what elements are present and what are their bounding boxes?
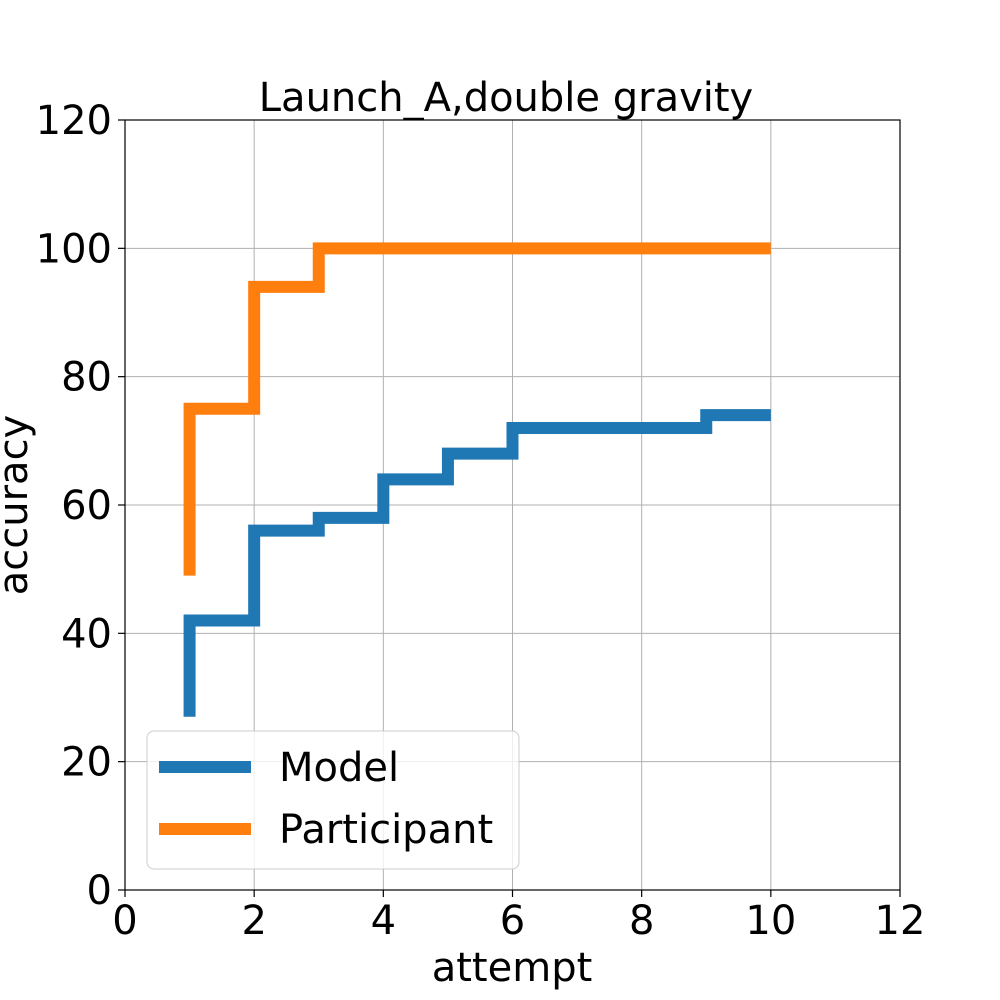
y-tick-label: 120: [36, 98, 112, 144]
x-tick-label: 4: [371, 898, 396, 944]
y-tick-label: 60: [61, 483, 112, 529]
y-tick-label: 80: [61, 355, 112, 401]
series-line-participant: [183, 242, 771, 576]
series-layer: [183, 242, 771, 717]
series-line-model: [183, 409, 771, 717]
x-tick-label: 12: [875, 898, 926, 944]
x-tick-label: 2: [241, 898, 266, 944]
chart-title: Launch_A,double gravity: [259, 75, 753, 121]
y-axis-label: accuracy: [0, 415, 37, 595]
legend: Model Participant: [146, 730, 520, 870]
y-tick-label: 40: [61, 611, 112, 657]
legend-entries: Model Participant: [159, 745, 493, 853]
y-tick-label: 20: [61, 740, 112, 786]
legend-label-participant: Participant: [279, 807, 493, 853]
x-axis-label: attempt: [432, 945, 593, 991]
x-tick-label: 8: [629, 898, 654, 944]
x-tick-label: 0: [112, 898, 137, 944]
y-tick-label: 100: [36, 226, 112, 272]
x-tick-label: 6: [500, 898, 525, 944]
x-tick-label: 10: [745, 898, 796, 944]
legend-label-model: Model: [279, 745, 399, 791]
y-tick-label: 0: [87, 868, 112, 914]
